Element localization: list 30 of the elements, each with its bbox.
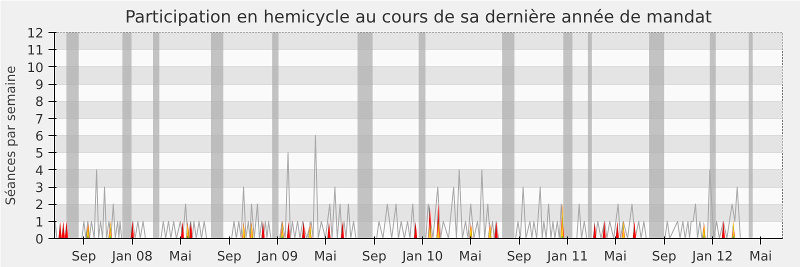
x-tick-label: Mai [314,250,337,264]
y-tick-label: 3 [35,181,44,196]
x-tick-label: Sep [72,250,96,264]
x-tick-label: Mai [169,250,192,264]
y-tick-label: 5 [35,146,44,162]
y-tick-label: 7 [35,112,44,128]
x-tick-label: Sep [362,250,386,264]
x-tick-label: Sep [217,250,242,264]
y-tick-label: 9 [35,78,44,93]
x-tick-label: Mai [749,250,772,264]
x-tick-label: Sep [652,250,676,264]
x-tick-label: Jan 11 [546,250,588,264]
y-tick-label: 1 [35,215,44,230]
x-tick-label: Sep [506,250,532,264]
y-tick-label: 10 [26,60,44,76]
y-tick-label: 0 [35,232,44,248]
y-tick-label: 8 [35,95,44,110]
x-tick-label: Mai [604,250,627,264]
x-tick-label: Jan 09 [256,250,298,264]
y-tick-label: 2 [35,198,44,214]
x-tick-label: Jan 12 [691,250,733,264]
x-tick-label: Mai [458,250,482,264]
y-axis-title: Séances par semaine [4,66,19,206]
y-tick-label: 4 [35,164,44,179]
y-tick-label: 12 [26,26,44,42]
chart-title: Participation en hemicycle au cours de sa dernière année de mandat [125,8,712,28]
x-tick-label: Jan 10 [401,250,444,264]
y-tick-label: 11 [26,44,44,59]
x-tick-label: Jan 08 [110,250,153,264]
y-tick-label: 6 [35,130,44,144]
